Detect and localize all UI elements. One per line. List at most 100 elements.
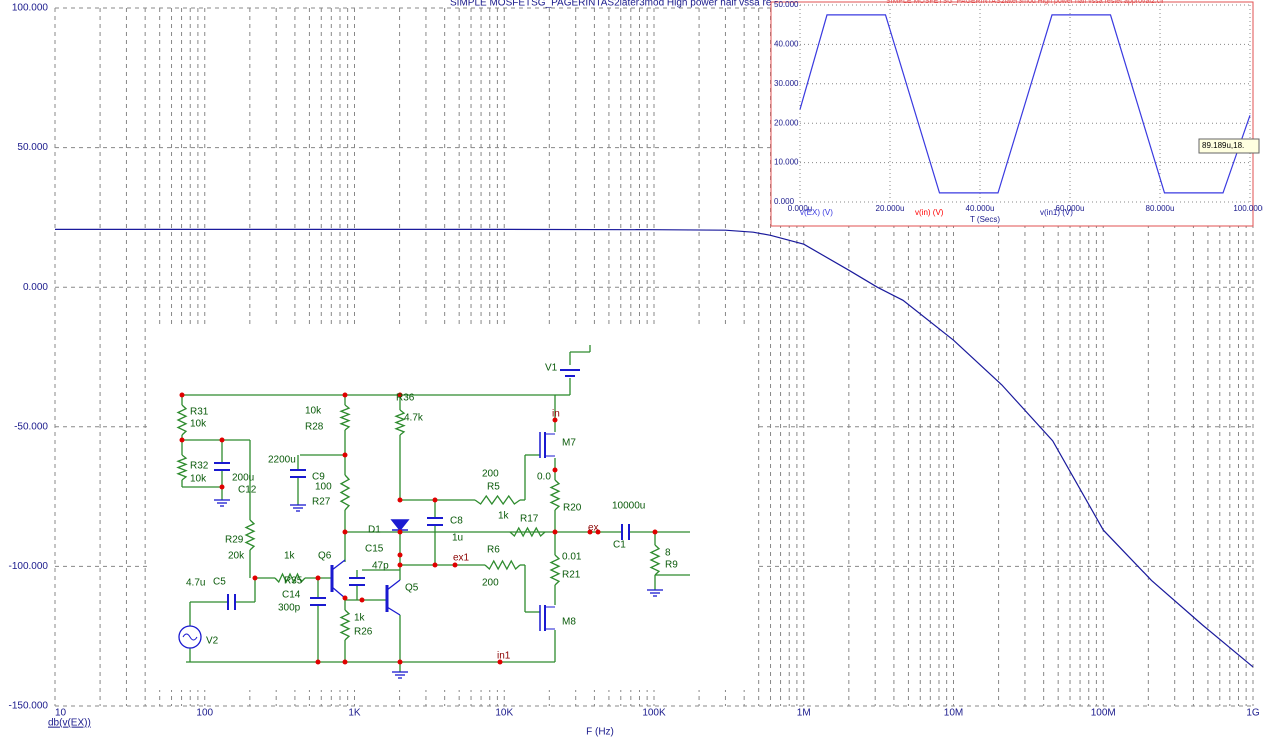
node-dot — [452, 562, 458, 568]
source-wave — [182, 633, 198, 641]
component-label: R5 — [487, 482, 500, 493]
y-tick-label: 20.000 — [774, 118, 799, 127]
cursor-box — [1198, 138, 1260, 154]
component-label: M8 — [562, 617, 576, 628]
component-label: 100 — [315, 482, 332, 493]
schematic-panel — [150, 326, 756, 690]
node-dot — [342, 659, 348, 665]
node-dot — [397, 562, 403, 568]
x-tick-label: 100 — [196, 708, 213, 719]
x-axis-label: F (Hz) — [586, 727, 614, 738]
resistor — [176, 454, 188, 481]
resistor — [549, 479, 561, 511]
component-label: 8 — [665, 548, 671, 559]
component-label: C8 — [450, 516, 463, 527]
component-label: V2 — [206, 636, 219, 647]
component-label: R32 — [190, 461, 209, 472]
y-axis-label: db(v(EX)) — [48, 718, 91, 729]
node-dot — [595, 529, 601, 535]
component-label: C14 — [282, 590, 301, 601]
component-label: R17 — [520, 514, 539, 525]
component-label: R35 — [284, 576, 303, 587]
trace — [55, 228, 1254, 668]
x-tick-label: 10K — [495, 708, 513, 719]
transistor — [331, 559, 346, 571]
component-label: C1 — [613, 540, 626, 551]
x-tick-label: 20.000u — [876, 204, 905, 213]
component-label: 10k — [190, 419, 207, 430]
component-label: C15 — [365, 544, 384, 555]
y-tick-label: 50.000 — [774, 0, 799, 9]
component-label: Q5 — [405, 583, 419, 594]
legend-entry: v(in) (V) — [915, 208, 944, 217]
resistor — [649, 544, 661, 576]
resistor — [484, 559, 521, 571]
x-axis-label: T (Secs) — [970, 215, 1000, 224]
y-tick-label: -50.000 — [14, 421, 48, 432]
y-tick-label: -150.000 — [9, 701, 49, 712]
resistor — [176, 404, 188, 436]
y-tick-label: 0.000 — [23, 282, 48, 293]
node-dot — [219, 437, 225, 443]
component-label: D1 — [368, 525, 381, 536]
node-dot — [397, 659, 403, 665]
component-label: 0.01 — [562, 552, 582, 563]
component-label: R29 — [225, 535, 244, 546]
node-dot — [252, 575, 258, 581]
y-tick-label: 100.000 — [12, 3, 49, 14]
node-dot — [497, 659, 503, 665]
x-tick-label: 100K — [642, 708, 666, 719]
component-label: 1k — [284, 551, 296, 562]
node-dot — [397, 552, 403, 558]
component-label: 2200u — [268, 455, 296, 466]
component-label: R28 — [305, 422, 324, 433]
resistor — [339, 474, 351, 511]
node-dot — [397, 392, 403, 398]
x-tick-label: 1K — [348, 708, 361, 719]
component-label: 1u — [452, 533, 463, 544]
node-dot — [397, 497, 403, 503]
node-dot — [342, 452, 348, 458]
component-label: R9 — [665, 560, 678, 571]
resistor — [549, 554, 561, 586]
component-label: 47p — [372, 561, 389, 572]
node-label: in — [552, 409, 560, 420]
x-tick-label: 60.000u — [1056, 204, 1085, 213]
node-dot — [342, 595, 348, 601]
inset-title: SIMPLE MOSFETSG_PAGERINTAS2later3mod Hig… — [886, 0, 1165, 5]
y-tick-label: 0.000 — [774, 197, 795, 206]
x-tick-label: 0.000u — [788, 204, 812, 213]
component-label: 1k — [498, 511, 510, 522]
component-label: 0.0 — [537, 472, 551, 483]
resistor — [339, 404, 351, 431]
transistor — [386, 579, 401, 591]
node-dot — [552, 529, 558, 535]
x-tick-label: 10M — [944, 708, 963, 719]
component-label: 20k — [228, 551, 245, 562]
legend-entry: v(EX) (V) — [800, 208, 833, 217]
component-label: Q6 — [318, 551, 332, 562]
node-label: ex — [588, 523, 599, 534]
x-tick-label: 10 — [55, 708, 67, 719]
y-tick-label: 50.000 — [17, 142, 48, 153]
chart-title: SIMPLE MOSFETSG_PAGERINTAS2later3mod Hig… — [450, 0, 772, 9]
node-dot — [432, 497, 438, 503]
component-label: 10000u — [612, 501, 645, 512]
component-label: 1k — [354, 613, 366, 624]
resistor — [474, 494, 521, 506]
component-label: 200u — [232, 473, 254, 484]
node-dot — [342, 392, 348, 398]
node-dot — [315, 659, 321, 665]
component-label: 10k — [305, 406, 322, 417]
legend-entry: v(in1) (V) — [1040, 208, 1073, 217]
source — [178, 625, 202, 649]
cursor-label: 89.189u,18. — [1202, 141, 1244, 150]
component-label: 200 — [482, 469, 499, 480]
x-tick-label: 40.000u — [966, 204, 995, 213]
resistor — [274, 572, 306, 584]
resistor — [339, 609, 351, 641]
component-label: C9 — [312, 472, 325, 483]
transient-inset — [770, 1, 1254, 227]
transistor — [331, 586, 346, 599]
